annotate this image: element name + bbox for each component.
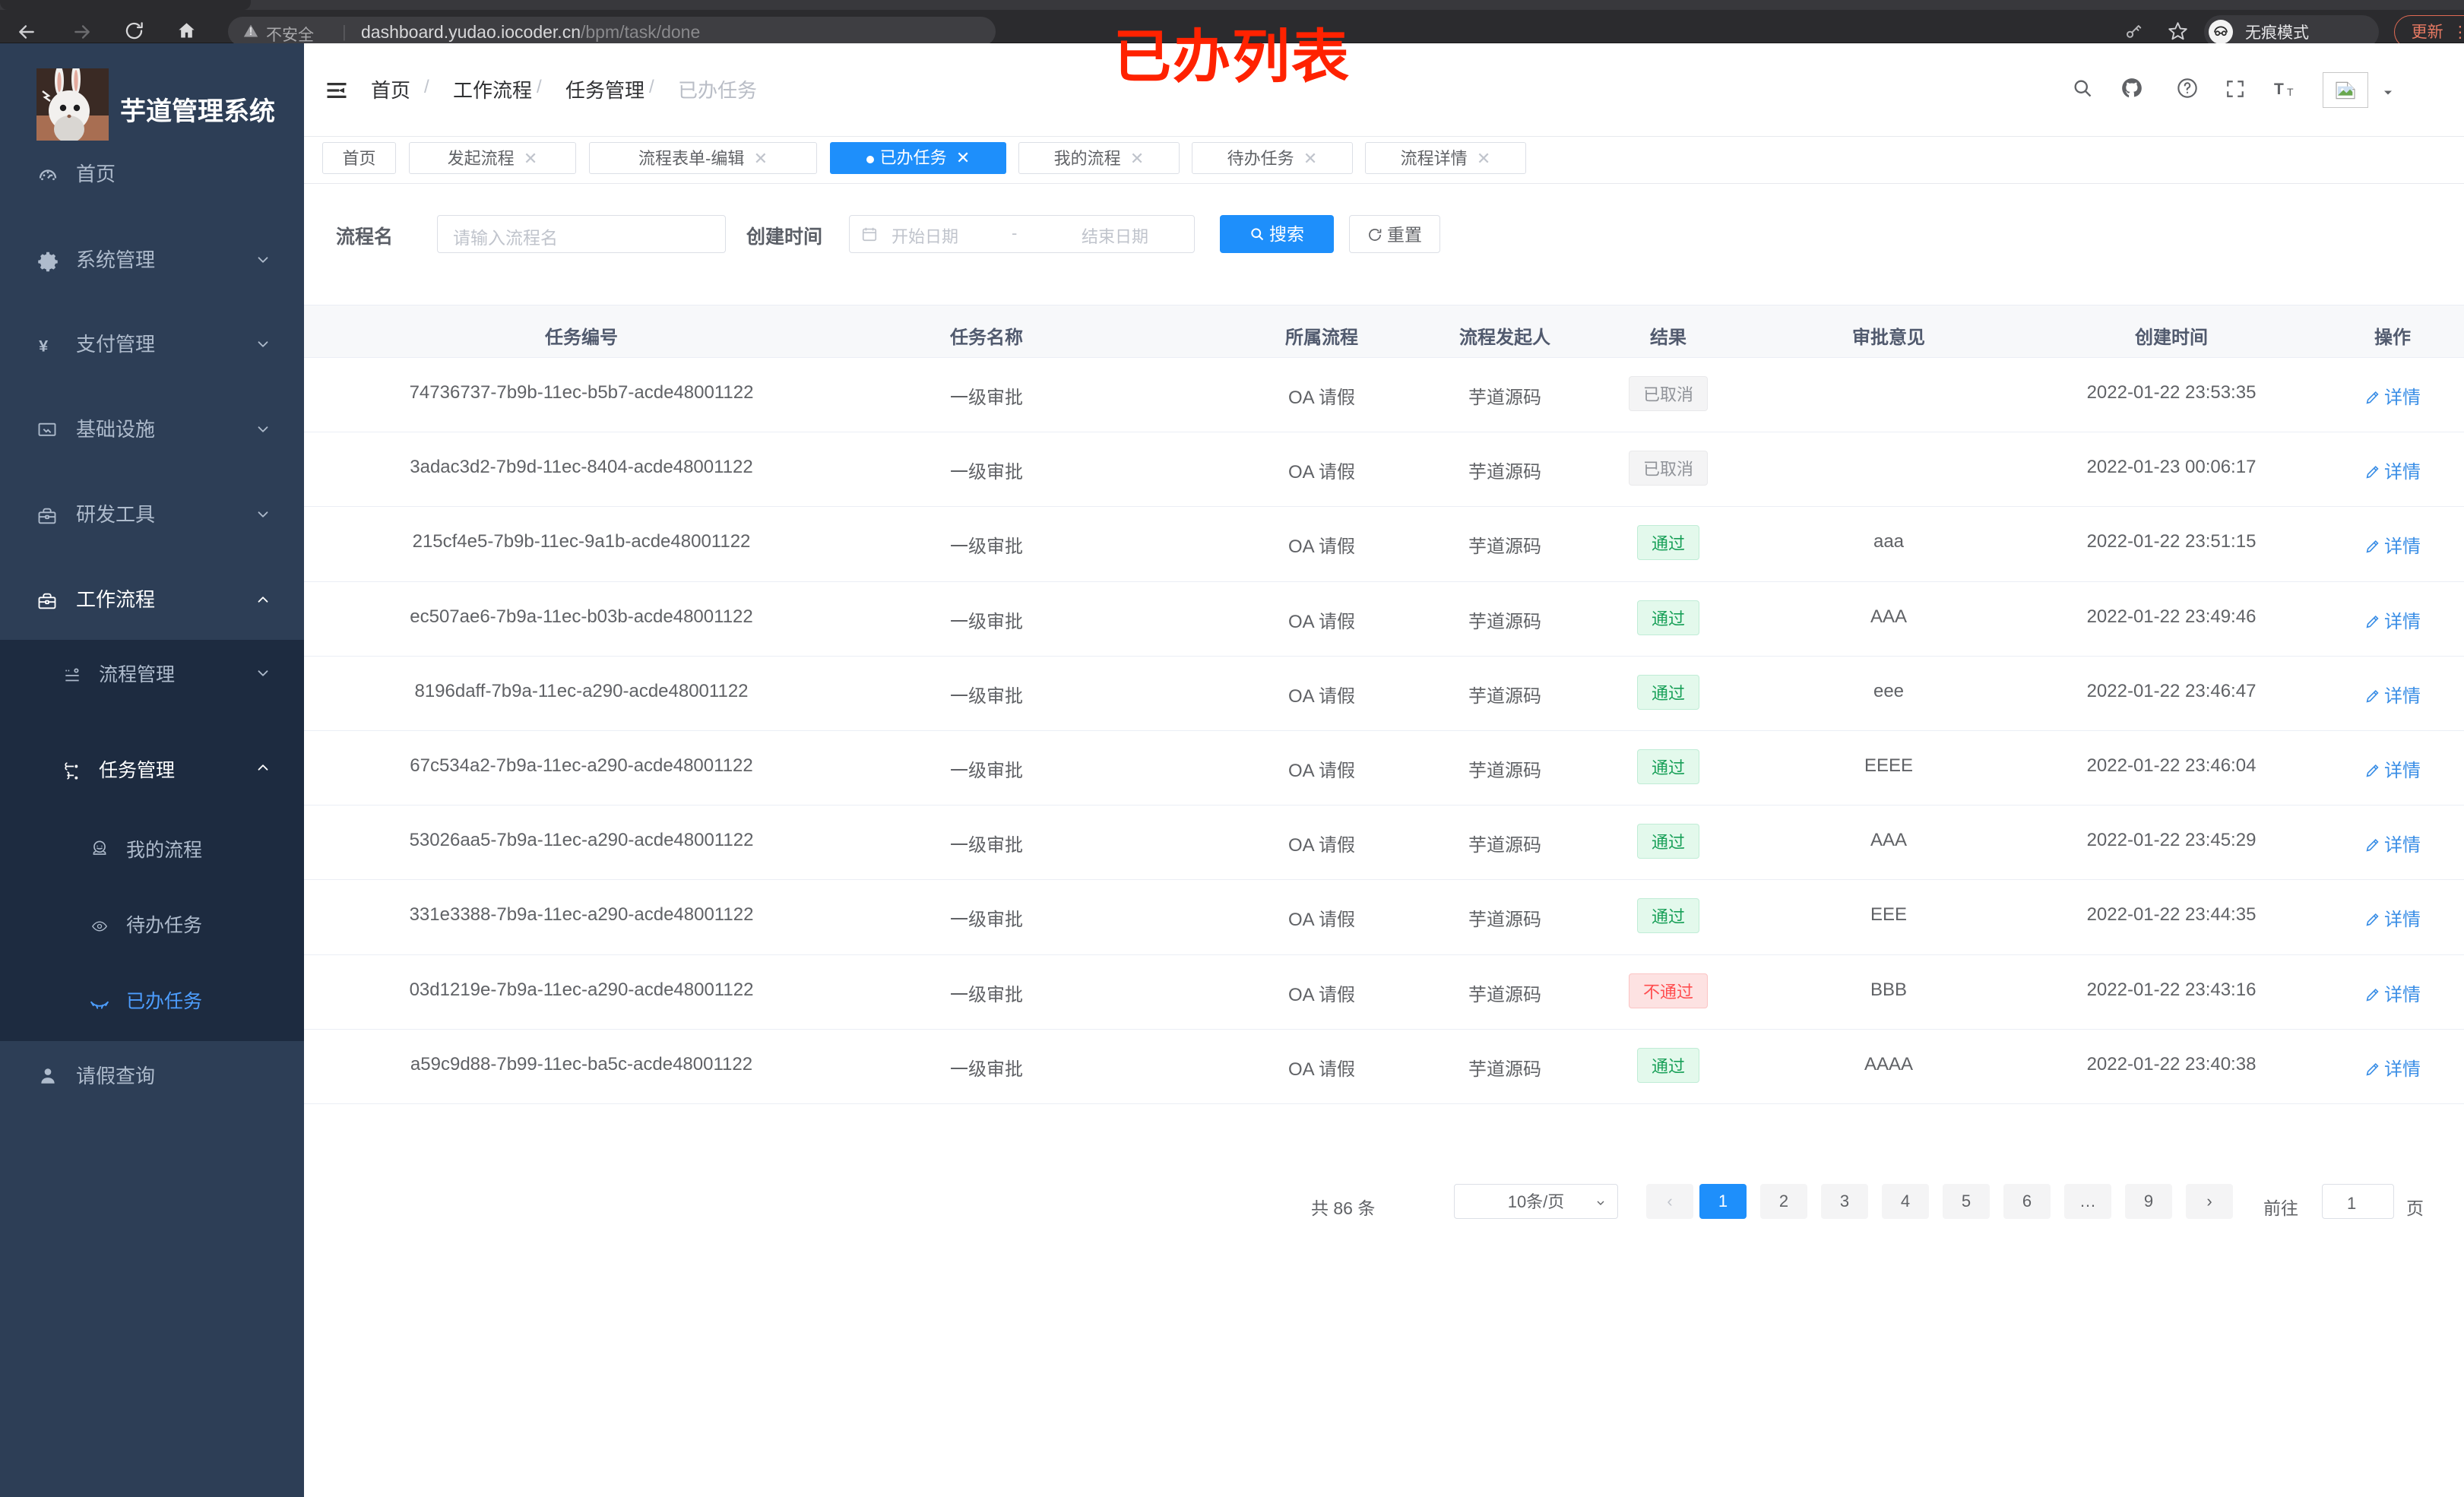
svg-text:¥: ¥: [39, 337, 48, 356]
